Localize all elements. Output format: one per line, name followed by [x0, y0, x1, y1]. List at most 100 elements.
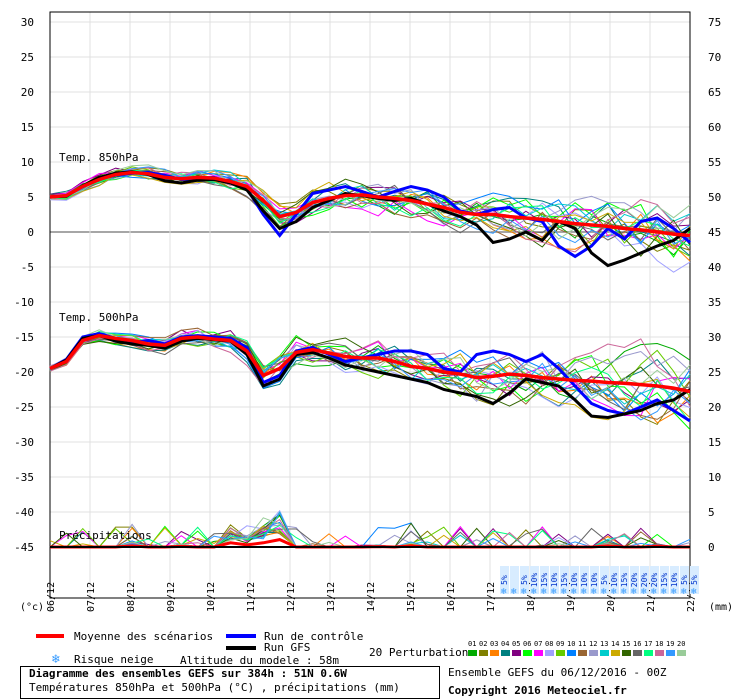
y-left-tick: -40: [14, 506, 34, 519]
snow-flake-icon: ❄: [631, 587, 637, 597]
footer-title: Diagramme des ensembles GEFS sur 384h : …: [29, 667, 347, 680]
y-left-unit: (°c): [20, 602, 44, 613]
y-left-tick: -45: [14, 541, 34, 554]
y-right-tick: 60: [708, 121, 721, 134]
snow-icon: ❄: [51, 652, 60, 667]
pert-number: 01: [468, 640, 476, 648]
snow-risk-value: 10%: [610, 573, 619, 588]
x-tick-label: 13/12: [326, 582, 337, 612]
snow-risk-cell: [670, 566, 679, 594]
y-right-tick: 5: [708, 506, 715, 519]
legend-gfs-label: Run GFS: [264, 641, 310, 654]
pert-swatch: [589, 650, 598, 656]
snow-flake-icon: ❄: [541, 587, 547, 597]
y-left-tick: -15: [14, 331, 34, 344]
snow-risk-value: 5%: [500, 575, 509, 585]
x-tick-label: 17/12: [486, 582, 497, 612]
snow-risk-cell: [580, 566, 589, 594]
snow-risk-cell: [600, 566, 609, 594]
pert-number: 17: [644, 640, 652, 648]
snow-risk-value: 10%: [590, 573, 599, 588]
legend-perturbations-label: 20 Perturbations: [369, 646, 475, 659]
legend-altitude: Altitude du modele : 58m: [180, 654, 339, 667]
x-tick-label: 12/12: [286, 582, 297, 612]
x-tick-label: 20/12: [606, 582, 617, 612]
snow-flake-icon: ❄: [571, 587, 577, 597]
y-right-unit: (mm): [709, 602, 733, 613]
y-left-tick: 0: [27, 226, 34, 239]
y-left-tick: -35: [14, 471, 34, 484]
snow-risk-value: 20%: [640, 573, 649, 588]
snow-flake-icon: ❄: [521, 587, 527, 597]
y-right-tick: 0: [708, 541, 715, 554]
run-info: Ensemble GEFS du 06/12/2016 - 00Z: [448, 666, 667, 679]
pert-swatch: [479, 650, 488, 656]
y-right-tick: 15: [708, 436, 721, 449]
snow-risk-value: 10%: [580, 573, 589, 588]
snow-risk-cell: [560, 566, 569, 594]
snow-risk-cell: [630, 566, 639, 594]
y-right-tick: 45: [708, 226, 721, 239]
y-right-tick: 75: [708, 16, 721, 29]
snow-risk-value: 15%: [560, 573, 569, 588]
snow-risk-cell: [530, 566, 539, 594]
x-tick-label: 19/12: [566, 582, 577, 612]
y-right-tick: 25: [708, 366, 721, 379]
snow-risk-cell: [620, 566, 629, 594]
pert-swatch: [567, 650, 576, 656]
pert-swatch: [578, 650, 587, 656]
snow-flake-icon: ❄: [551, 587, 557, 597]
pert-number: 08: [545, 640, 553, 648]
panel-label-precip: Précipitations: [59, 529, 152, 542]
snow-risk-value: 10%: [570, 573, 579, 588]
x-tick-label: 11/12: [246, 582, 257, 612]
pert-number: 15: [622, 640, 630, 648]
y-right-tick: 30: [708, 331, 721, 344]
pert-swatch: [633, 650, 642, 656]
pert-850-line: [49, 167, 691, 253]
pert-swatch: [534, 650, 543, 656]
legend-snow-label: Risque neige: [74, 653, 153, 666]
pert-swatch: [512, 650, 521, 656]
y-left-tick: 20: [21, 86, 34, 99]
pert-swatch: [622, 650, 631, 656]
snow-flake-icon: ❄: [651, 587, 657, 597]
mean-850-line: [49, 170, 691, 238]
pert-number: 10: [567, 640, 575, 648]
snow-risk-cell: [650, 566, 659, 594]
y-right-tick: 40: [708, 261, 721, 274]
legend-mean-label: Moyenne des scénarios: [74, 630, 213, 643]
y-left-tick: -5: [21, 261, 34, 274]
x-axis: 06/12 07/12 08/12 09/12 10/12 11/12 12/12 13/12…: [46, 582, 697, 612]
snow-risk-cell: [500, 566, 509, 594]
x-tick-label: 21/12: [646, 582, 657, 612]
snow-risk-cell: [660, 566, 669, 594]
x-tick-label: 09/12: [166, 582, 177, 612]
legend-control-label: Run de contrôle: [264, 630, 363, 643]
snow-risk-cell: [680, 566, 689, 594]
pert-number: 06: [523, 640, 531, 648]
pert-swatch: [468, 650, 477, 656]
x-tick-label: 15/12: [406, 582, 417, 612]
pert-500-line: [49, 327, 691, 420]
y-left-tick: 30: [21, 16, 34, 29]
x-tick-label: 18/12: [526, 582, 537, 612]
mean-500-line: [49, 333, 691, 394]
y-right-tick: 55: [708, 156, 721, 169]
pert-swatch: [523, 650, 532, 656]
y-axis-left: 30 25 20 15 10 5 0 -5 -10 -15 -20 -25 -30 -35 -40 -45: [14, 16, 34, 554]
snow-risk-value: 15%: [660, 573, 669, 588]
y-right-tick: 65: [708, 86, 721, 99]
pert-850-line: [49, 167, 691, 252]
x-tick-label: 16/12: [446, 582, 457, 612]
y-right-tick: 20: [708, 401, 721, 414]
pert-number: 14: [611, 640, 619, 648]
snow-risk-value: 20%: [650, 573, 659, 588]
snow-flake-icon: ❄: [501, 587, 507, 597]
pert-swatch: [600, 650, 609, 656]
snow-flake-icon: ❄: [691, 587, 697, 597]
pert-500-line: [49, 336, 691, 407]
snow-risk-value: 15%: [620, 573, 629, 588]
y-left-tick: -10: [14, 296, 34, 309]
